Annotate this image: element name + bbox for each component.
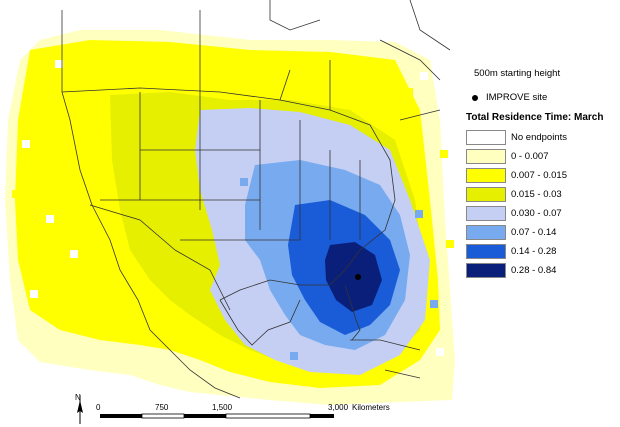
legend-class-label: 0.07 - 0.14 — [511, 227, 557, 238]
scale-bar — [100, 413, 334, 419]
legend-swatch — [466, 206, 506, 221]
legend-class-row: 0.07 - 0.14 — [466, 223, 567, 242]
legend-swatch — [466, 187, 506, 202]
legend-class-label: 0.007 - 0.015 — [511, 170, 567, 181]
legend-swatch — [466, 244, 506, 259]
legend-class-row: No endpoints — [466, 128, 567, 147]
legend-swatch — [466, 130, 506, 145]
domain-core-band — [325, 242, 382, 312]
grid-speckles-blue — [240, 178, 438, 360]
legend-class-row: 0.007 - 0.015 — [466, 166, 567, 185]
legend-class-label: 0.015 - 0.03 — [511, 189, 562, 200]
legend-class-row: 0.030 - 0.07 — [466, 204, 567, 223]
site-dot-icon — [472, 94, 478, 101]
map-legend: 500m starting height IMPROVE site Total … — [462, 0, 620, 427]
improve-site-marker — [355, 274, 361, 280]
map-canvas: N 0 750 1,500 3,000 Kilometers — [5, 0, 455, 424]
legend-class-label: 0.14 - 0.28 — [511, 246, 557, 257]
site-legend-row: IMPROVE site — [470, 92, 547, 103]
legend-class-row: 0.28 - 0.84 — [466, 261, 567, 280]
scale-tick-2: 1,500 — [212, 403, 233, 412]
grid-speckles — [22, 60, 444, 356]
legend-class-list: No endpoints 0 - 0.007 0.007 - 0.015 0.015 … — [466, 128, 567, 280]
scale-tick-3: 3,000 — [328, 403, 349, 412]
scale-tick-0: 0 — [96, 403, 101, 412]
legend-swatch — [466, 149, 506, 164]
north-arrow-icon — [77, 395, 83, 424]
legend-swatch — [466, 225, 506, 240]
site-legend-label: IMPROVE site — [486, 92, 548, 103]
legend-class-label: No endpoints — [511, 132, 567, 143]
boundary-lines — [61, 0, 451, 399]
starting-height-label: 500m starting height — [474, 68, 561, 79]
scale-tick-1: 750 — [155, 403, 169, 412]
north-label: N — [75, 393, 81, 402]
legend-class-row: 0.015 - 0.03 — [466, 185, 567, 204]
legend-class-label: 0.030 - 0.07 — [511, 208, 562, 219]
legend-class-row: 0 - 0.007 — [466, 147, 567, 166]
legend-class-label: 0.28 - 0.84 — [511, 265, 557, 276]
legend-class-label: 0 - 0.007 — [511, 151, 549, 162]
legend-class-row: 0.14 - 0.28 — [466, 242, 567, 261]
legend-swatch — [466, 168, 506, 183]
legend-swatch — [466, 263, 506, 278]
scale-unit: Kilometers — [352, 403, 390, 412]
legend-title: Total Residence Time: March — [466, 112, 604, 123]
grid-speckles-yellow — [12, 88, 454, 248]
residence-time-map: N 0 750 1,500 3,000 Kilometers — [5, 0, 455, 424]
